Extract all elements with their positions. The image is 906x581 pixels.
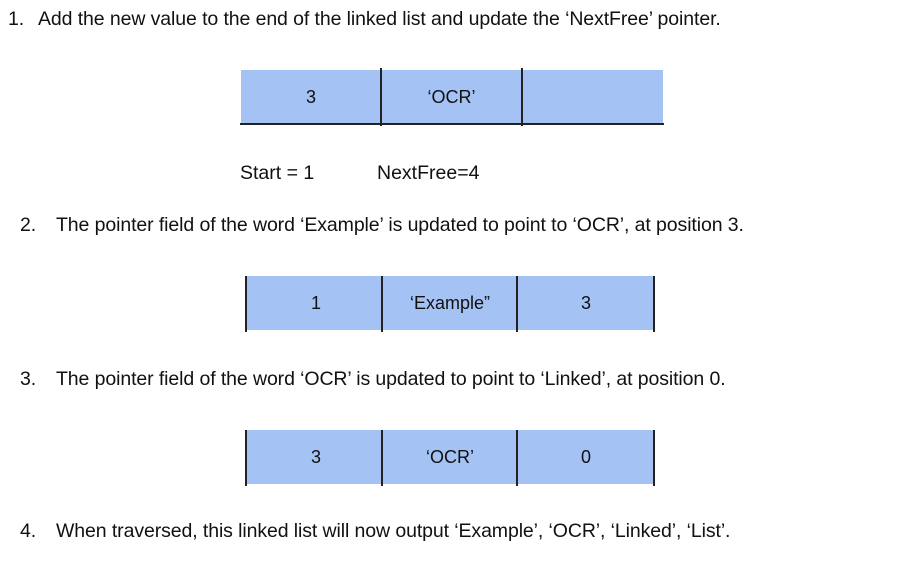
node-2-border-left: [245, 276, 247, 332]
node-3-border-right: [653, 430, 655, 486]
node-ocr-updated: 3 ‘OCR’ 0: [246, 430, 654, 484]
node-2-data-cell: ‘Example”: [409, 292, 491, 313]
node-3-next-cell: 0: [580, 446, 591, 467]
node-ocr-new: 3 ‘OCR’: [241, 70, 663, 124]
step-4-number: 4.: [20, 520, 37, 542]
node-2-divider-right: [516, 276, 518, 332]
node-3-data-cell: ‘OCR’: [426, 446, 474, 467]
node-2-border-right: [653, 276, 655, 332]
step-3-number: 3.: [20, 368, 37, 390]
step-1-number: 1.: [8, 8, 25, 30]
node-1-data-cell: ‘OCR’: [427, 86, 476, 107]
step-1: 1. Add the new value to the end of the li…: [8, 8, 721, 31]
node-2-divider-left: [381, 276, 383, 332]
node-example: 1 ‘Example” 3: [246, 276, 654, 330]
node-3-divider-left: [381, 430, 383, 486]
step-2-text: The pointer field of the word ‘Example’ …: [56, 214, 744, 236]
node-1-pointer-cell: 3: [305, 86, 316, 107]
step-3-text: The pointer field of the word ‘OCR’ is u…: [56, 368, 726, 390]
node-1-empty-cell: [522, 70, 663, 124]
step-4: 4. When traversed, this linked list will …: [20, 520, 730, 543]
step-1-text: Add the new value to the end of the link…: [38, 8, 721, 30]
node-3-border-left: [245, 430, 247, 486]
step-3: 3. The pointer field of the word ‘OCR’ is…: [20, 368, 726, 391]
node-3-pointer-cell: 3: [310, 446, 321, 467]
step-4-text: When traversed, this linked list will no…: [56, 520, 731, 542]
node-1-bottom-border: [240, 123, 664, 125]
node-3-divider-right: [516, 430, 518, 486]
start-pointer: Start = 1: [240, 162, 315, 184]
node-1-divider-right: [521, 68, 523, 126]
step-2: 2. The pointer field of the word ‘Example…: [20, 214, 744, 237]
node-2-next-cell: 3: [580, 292, 591, 313]
next-free-pointer: NextFree=4: [377, 162, 480, 184]
step-2-number: 2.: [20, 214, 37, 236]
node-1-divider-left: [380, 68, 382, 126]
node-2-pointer-cell: 1: [310, 292, 321, 313]
